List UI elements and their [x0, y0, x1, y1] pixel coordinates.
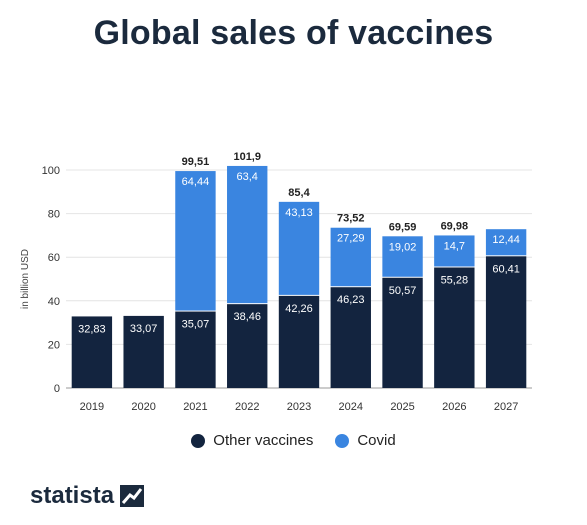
bar-other-2026: [434, 267, 475, 388]
bar-label-covid-2022: 63,4: [237, 171, 258, 183]
bar-label-other-2019: 32,83: [78, 323, 106, 335]
bar-label-covid-2023: 43,13: [285, 207, 313, 219]
bar-label-covid-2027: 12,44: [492, 234, 520, 246]
bar-covid-2026: [434, 235, 475, 267]
bar-total-2023: 85,4: [288, 187, 310, 199]
x-axis-ticks: 2019 2020 2021 2022 2023 2024 2025 2026 2027: [80, 401, 519, 413]
bar-total-2022: 101,9: [233, 151, 261, 163]
bar-label-other-2026: 55,28: [441, 274, 469, 286]
bar-total-2024: 73,52: [337, 213, 365, 225]
bar-label-other-2024: 46,23: [337, 294, 365, 306]
bar-other-2023: [278, 295, 320, 388]
chart-title: Global sales of vaccines: [93, 14, 494, 52]
legend-marker-other: [191, 433, 206, 448]
y-tick-100: 100: [42, 165, 60, 177]
bar-total-2021: 99,51: [182, 156, 210, 168]
x-tick-2025: 2025: [390, 401, 414, 413]
bar-chart: 0 20 40 60 80 100 in billion USD 32,83 33,07 35…: [20, 151, 532, 413]
bar-label-covid-2026: 14,7: [444, 240, 465, 252]
bar-other-2025: [382, 277, 423, 388]
bars: 32,83 33,07 35,07 64,44 99,51 38,46 63,4 101,9 4…: [71, 151, 527, 388]
bar-label-other-2023: 42,26: [285, 303, 313, 315]
statista-icon: [120, 485, 145, 507]
bar-covid-2025: [382, 236, 423, 277]
statista-logo[interactable]: statista: [30, 482, 145, 510]
legend-marker-covid: [335, 433, 350, 448]
bar-label-other-2021: 35,07: [182, 319, 210, 331]
x-tick-2021: 2021: [183, 401, 207, 413]
y-tick-20: 20: [48, 339, 60, 351]
x-tick-2020: 2020: [131, 401, 155, 413]
bar-label-other-2027: 60,41: [492, 263, 520, 275]
legend-label-covid: Covid: [357, 432, 396, 449]
bar-covid-2024: [330, 227, 371, 287]
y-tick-80: 80: [48, 209, 60, 221]
legend-item-covid[interactable]: Covid: [335, 432, 396, 449]
bar-label-other-2022: 38,46: [233, 311, 261, 323]
brand-name: statista: [30, 482, 115, 509]
legend-item-other[interactable]: Other vaccines: [191, 432, 313, 449]
bar-total-2025: 69,59: [389, 221, 417, 233]
bar-total-2026: 69,98: [441, 220, 469, 232]
legend-label-other: Other vaccines: [213, 432, 314, 449]
x-tick-2019: 2019: [80, 401, 104, 413]
bar-covid-2022: [227, 165, 268, 304]
bar-other-2024: [330, 287, 371, 388]
bar-label-other-2020: 33,07: [130, 323, 158, 335]
bar-other-2019: [71, 316, 113, 388]
bar-covid-2021: [175, 171, 216, 311]
legend: Other vaccines Covid: [0, 432, 587, 449]
y-tick-60: 60: [48, 252, 60, 264]
bar-covid-2023: [278, 201, 320, 295]
y-axis-ticks: 0 20 40 60 80 100: [42, 165, 60, 395]
y-tick-0: 0: [54, 383, 60, 395]
x-tick-2026: 2026: [442, 401, 466, 413]
bar-label-covid-2025: 19,02: [389, 241, 417, 253]
bar-label-covid-2021: 64,44: [182, 176, 210, 188]
x-tick-2022: 2022: [235, 401, 259, 413]
x-tick-2027: 2027: [494, 401, 518, 413]
bar-other-2021: [175, 311, 216, 388]
x-tick-2024: 2024: [339, 401, 363, 413]
bar-label-other-2025: 50,57: [389, 285, 417, 297]
bar-other-2027: [485, 256, 527, 388]
bar-label-covid-2024: 27,29: [337, 233, 365, 245]
y-axis-label: in billion USD: [20, 249, 31, 309]
bar-other-2020: [123, 315, 164, 388]
bar-other-2022: [227, 304, 268, 388]
bar-covid-2027: [485, 229, 527, 256]
y-tick-40: 40: [48, 296, 60, 308]
x-tick-2023: 2023: [287, 401, 311, 413]
